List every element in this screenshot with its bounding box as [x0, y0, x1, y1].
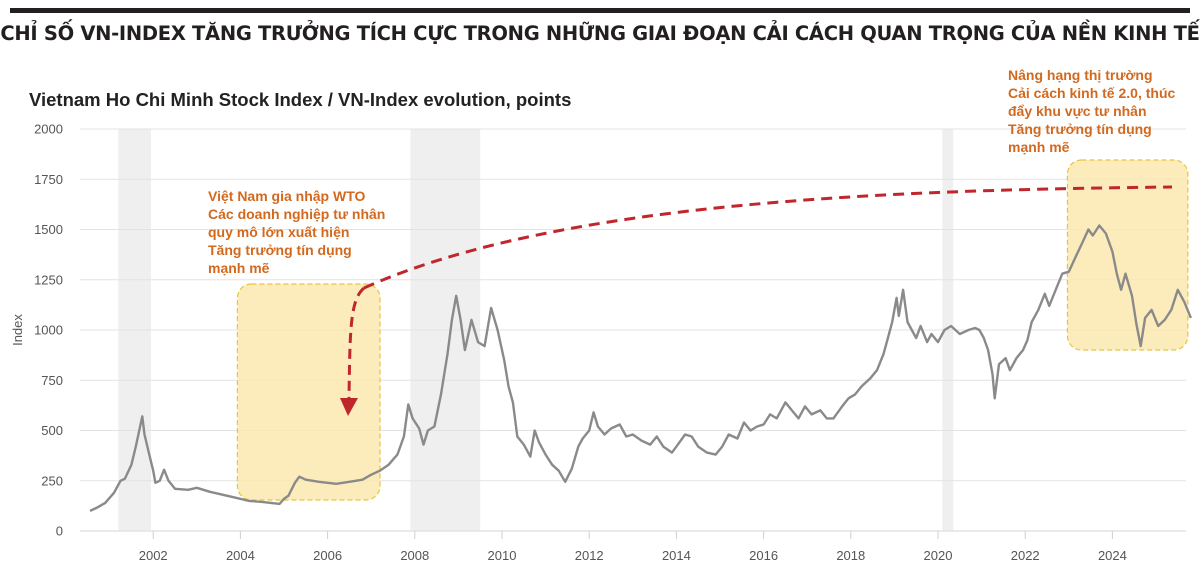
- y-tick-labels: 0 250 500 750 1000 1250 1500 1750 2000: [34, 122, 63, 539]
- chart-title: Vietnam Ho Chi Minh Stock Index / VN-Ind…: [29, 89, 572, 110]
- annotation-line: mạnh mẽ: [208, 260, 270, 276]
- highlight-box-wto: [236, 283, 381, 501]
- y-tick-label: 0: [56, 524, 63, 539]
- series-layer: [89, 224, 1193, 512]
- page-title: CHỈ SỐ VN-INDEX TĂNG TRƯỞNG TÍCH CỰC TRO…: [0, 22, 1200, 45]
- x-tick-label: 2024: [1098, 548, 1127, 563]
- top-rule: [10, 8, 1190, 13]
- y-tick-label: 500: [41, 423, 63, 438]
- series-line-vn-index: [89, 224, 1193, 512]
- x-tick-label: 2016: [749, 548, 778, 563]
- annotation-line: quy mô lớn xuất hiện: [208, 224, 350, 240]
- annotation-wto: Việt Nam gia nhập WTO Các doanh nghiệp t…: [208, 187, 385, 277]
- arrow-head-icon: [340, 398, 358, 416]
- y-tick-label: 750: [41, 373, 63, 388]
- x-tick-label: 2004: [226, 548, 255, 563]
- y-tick-label: 250: [41, 473, 63, 488]
- x-tick-label: 2020: [924, 548, 953, 563]
- overlay-layer: [340, 185, 1173, 416]
- annotation-line: Tăng trưởng tín dụng: [1008, 121, 1152, 137]
- x-tick-label: 2012: [575, 548, 604, 563]
- annotation-line: Các doanh nghiệp tư nhân: [208, 206, 386, 222]
- annotation-line: Tăng trưởng tín dụng: [208, 242, 352, 258]
- y-tick-label: 2000: [34, 122, 63, 137]
- annotation-line: Cải cách kinh tế 2.0, thúc: [1008, 85, 1176, 101]
- highlight-box-reform: [1066, 159, 1189, 351]
- y-tick-label: 1000: [34, 323, 63, 338]
- x-tick-label: 2006: [313, 548, 342, 563]
- x-tick-label: 2018: [836, 548, 865, 563]
- annotation-reform: Nâng hạng thị trường Cải cách kinh tế 2.…: [1008, 66, 1175, 156]
- x-tick-label: 2022: [1011, 548, 1040, 563]
- annotation-line: Nâng hạng thị trường: [1008, 67, 1153, 83]
- down-arrow-line: [347, 286, 366, 399]
- y-tick-label: 1250: [34, 272, 63, 287]
- highlight-boxes: [236, 159, 1189, 501]
- y-axis-label: Index: [10, 314, 25, 346]
- annotation-line: đẩy khu vực tư nhân: [1008, 103, 1147, 119]
- x-tick-label: 2010: [488, 548, 517, 563]
- y-tick-label: 1750: [34, 172, 63, 187]
- x-tick-label: 2008: [400, 548, 429, 563]
- annotation-line: Việt Nam gia nhập WTO: [208, 188, 366, 204]
- trend-arrow-line: [363, 185, 1173, 290]
- annotation-line: mạnh mẽ: [1008, 139, 1070, 155]
- x-tick-label: 2014: [662, 548, 691, 563]
- y-tick-label: 1500: [34, 222, 63, 237]
- x-tick-labels: 2002 2004 2006 2008 2010 2012 2014 2016 2018 2020…: [139, 531, 1127, 563]
- x-tick-label: 2002: [139, 548, 168, 563]
